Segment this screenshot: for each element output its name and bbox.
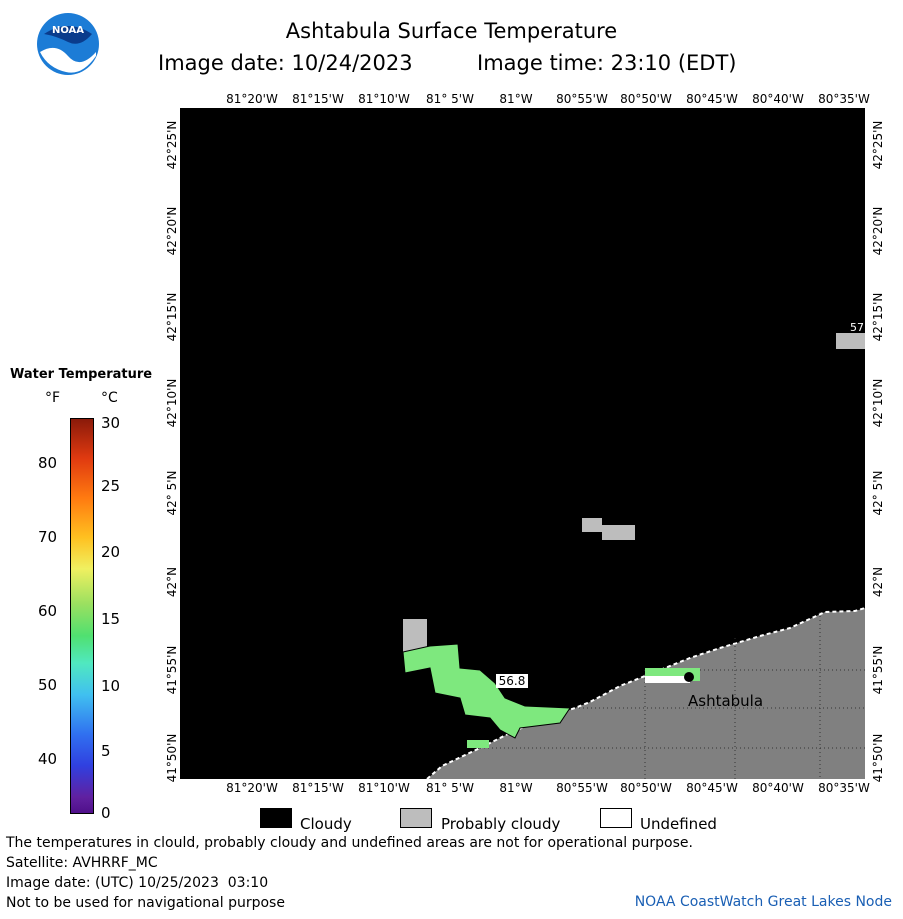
lat-label-right: 42°10'N bbox=[871, 378, 885, 428]
lon-label-bottom: 81°20'W bbox=[226, 781, 278, 795]
lon-label-bottom: 81°15'W bbox=[292, 781, 344, 795]
f-tick: 50 bbox=[38, 676, 58, 694]
f-tick: 70 bbox=[38, 528, 58, 546]
lon-label-top: 80°35'W bbox=[818, 92, 870, 106]
c-tick: 0 bbox=[101, 804, 111, 822]
lon-label-bottom: 80°45'W bbox=[686, 781, 738, 795]
lon-label-bottom: 80°55'W bbox=[556, 781, 608, 795]
probably-cloudy-patch bbox=[403, 619, 427, 652]
undefined-swatch bbox=[600, 808, 632, 828]
satellite-text: Satellite: AVHRRF_MC bbox=[6, 855, 158, 871]
c-tick: 25 bbox=[101, 477, 121, 495]
image-date: Image date: 10/24/2023 bbox=[158, 51, 413, 75]
cloudy-swatch bbox=[260, 808, 292, 828]
lat-label-left: 42°10'N bbox=[165, 378, 179, 428]
c-tick: 10 bbox=[101, 677, 121, 695]
lon-label-bottom: 81°10'W bbox=[358, 781, 410, 795]
c-tick: 5 bbox=[101, 742, 111, 760]
lon-label-top: 80°45'W bbox=[686, 92, 738, 106]
lat-label-left: 41°55'N bbox=[165, 645, 179, 695]
lat-label-left: 42°15'N bbox=[165, 292, 179, 342]
lon-label-top: 81°20'W bbox=[226, 92, 278, 106]
lat-label-right: 41°55'N bbox=[871, 645, 885, 695]
image-time: Image time: 23:10 (EDT) bbox=[477, 51, 737, 75]
lat-label-left: 42°20'N bbox=[165, 206, 179, 256]
lon-label-bottom: 80°35'W bbox=[818, 781, 870, 795]
map-title: Ashtabula Surface Temperature bbox=[285, 19, 618, 43]
credit-text: NOAA CoastWatch Great Lakes Node bbox=[634, 894, 892, 910]
disclaimer-text: The temperatures in clould, probably clo… bbox=[6, 835, 693, 851]
lat-label-right: 42°N bbox=[871, 566, 885, 598]
lat-label-right: 41°50'N bbox=[871, 733, 885, 783]
temperature-colorbar bbox=[70, 418, 94, 814]
lon-label-top: 80°50'W bbox=[620, 92, 672, 106]
map-area: 56.8 57 Ashtabula bbox=[180, 108, 865, 779]
probably-cloudy-patch bbox=[836, 333, 865, 349]
city-marker bbox=[684, 672, 694, 682]
city-label: Ashtabula bbox=[688, 692, 763, 710]
land-mass bbox=[427, 608, 865, 779]
lat-label-right: 42°20'N bbox=[871, 206, 885, 256]
unit-f: °F bbox=[45, 390, 61, 406]
c-tick: 20 bbox=[101, 543, 121, 561]
lon-label-bottom: 80°50'W bbox=[620, 781, 672, 795]
logo-text: NOAA bbox=[52, 25, 84, 36]
undefined-label: Undefined bbox=[640, 815, 717, 833]
temp-label: 56.8 bbox=[499, 674, 526, 688]
f-tick: 60 bbox=[38, 602, 58, 620]
lon-label-bottom: 81°W bbox=[499, 781, 533, 795]
c-tick: 15 bbox=[101, 610, 121, 628]
probably-cloudy-swatch bbox=[400, 808, 432, 828]
cloudy-label: Cloudy bbox=[300, 815, 352, 833]
navigation-disclaimer: Not to be used for navigational purpose bbox=[6, 895, 285, 911]
lat-label-right: 42°25'N bbox=[871, 120, 885, 170]
probably-cloudy-patch bbox=[582, 518, 602, 532]
probably-cloudy-patch bbox=[602, 525, 635, 540]
lat-label-left: 41°50'N bbox=[165, 733, 179, 783]
lon-label-top: 81°15'W bbox=[292, 92, 344, 106]
utc-date-text: Image date: (UTC) 10/25/2023 03:10 bbox=[6, 875, 269, 891]
lon-label-top: 81°10'W bbox=[358, 92, 410, 106]
c-tick: 30 bbox=[101, 414, 121, 432]
lon-label-bottom: 80°40'W bbox=[752, 781, 804, 795]
lon-label-top: 81° 5'W bbox=[426, 92, 474, 106]
noaa-logo: NOAA bbox=[36, 12, 100, 76]
probably-cloudy-label: Probably cloudy bbox=[441, 815, 561, 833]
lon-label-bottom: 81° 5'W bbox=[426, 781, 474, 795]
edge-temp-label: 57 bbox=[850, 321, 864, 334]
lon-label-top: 80°40'W bbox=[752, 92, 804, 106]
lat-label-right: 42°15'N bbox=[871, 292, 885, 342]
lon-label-top: 80°55'W bbox=[556, 92, 608, 106]
lat-label-left: 42°N bbox=[165, 566, 179, 598]
f-tick: 80 bbox=[38, 454, 58, 472]
lon-label-top: 81°W bbox=[499, 92, 533, 106]
unit-c: °C bbox=[101, 390, 118, 406]
water-temp-patch bbox=[402, 643, 571, 739]
water-temp-patch bbox=[467, 740, 489, 748]
legend-title: Water Temperature bbox=[10, 367, 153, 382]
lat-label-right: 42° 5'N bbox=[871, 470, 885, 516]
lat-label-left: 42°25'N bbox=[165, 120, 179, 170]
f-tick: 40 bbox=[38, 750, 58, 768]
undefined-patch bbox=[645, 676, 690, 683]
lat-label-left: 42° 5'N bbox=[165, 470, 179, 516]
